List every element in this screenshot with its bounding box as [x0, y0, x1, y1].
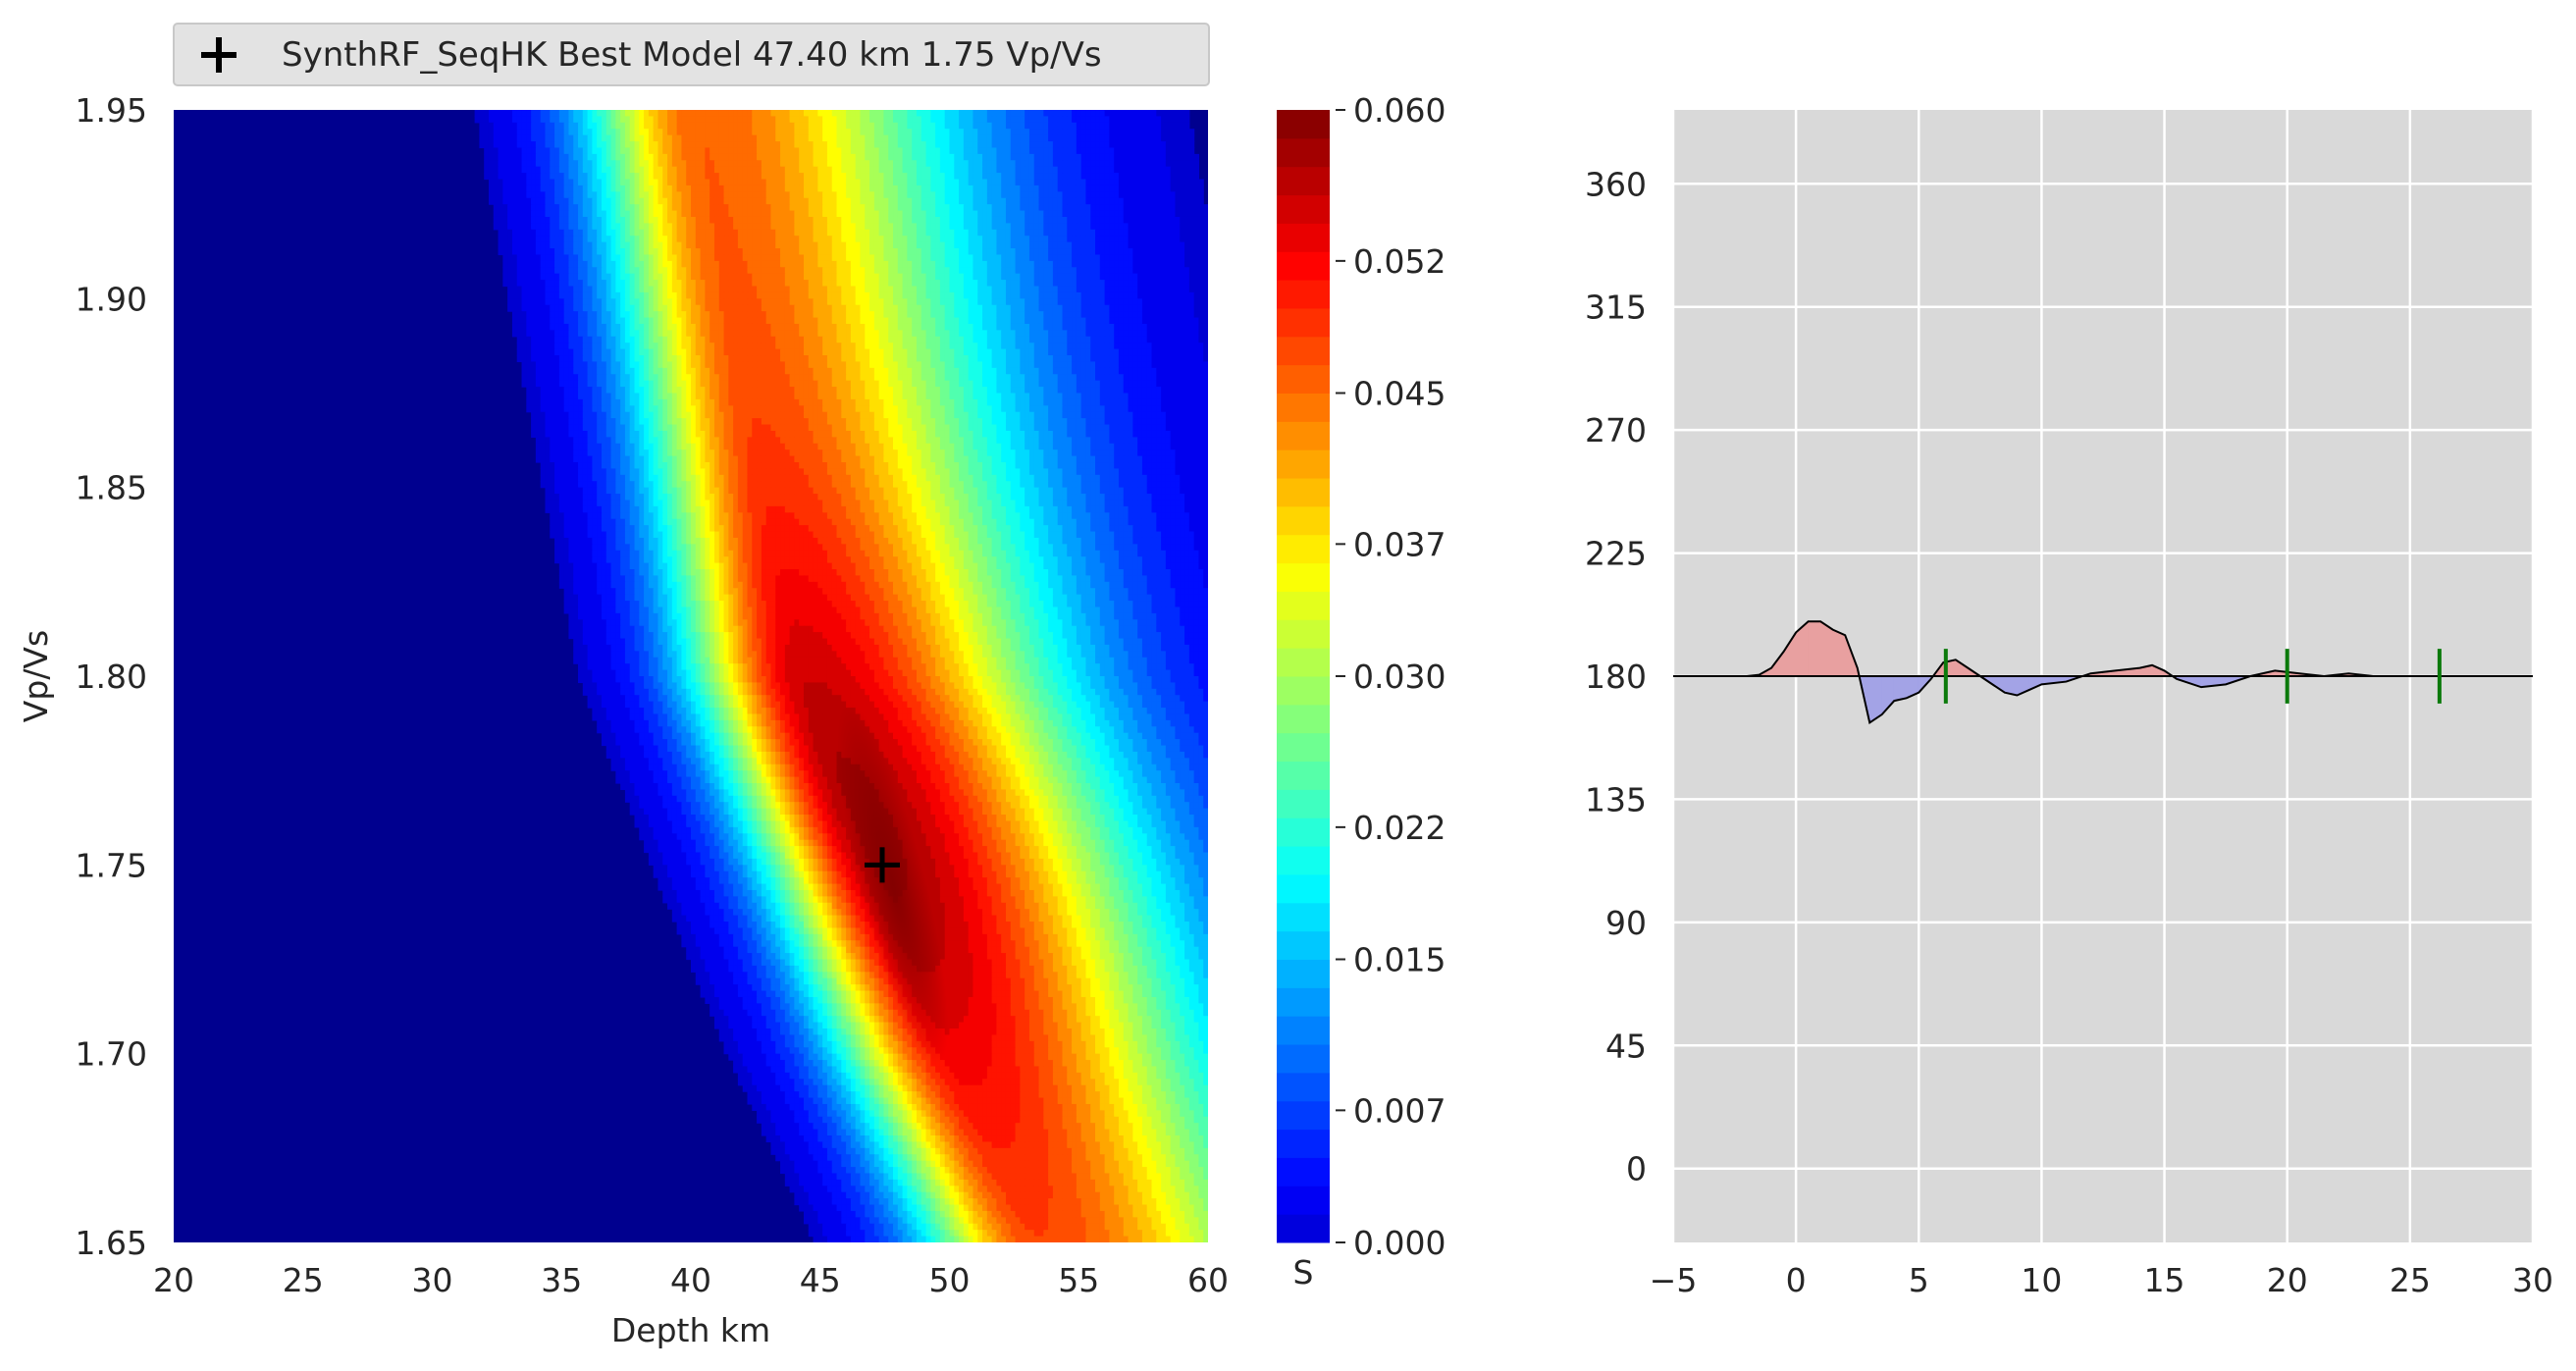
trace-y-ticks: 0 45 90 135 180 225 270 315 360 — [1585, 165, 1647, 1187]
heatmap-y-tick: 1.70 — [76, 1035, 147, 1074]
trace-line — [1673, 620, 2533, 725]
trace-x-ticks: −5 0 5 10 15 20 25 30 — [1650, 1261, 2553, 1299]
colorbar-tick: 0.052 — [1353, 242, 1446, 281]
heatmap-y-tick: 1.95 — [76, 91, 147, 130]
trace-y-tick: 135 — [1585, 780, 1647, 818]
heatmap-x-tick: 35 — [541, 1261, 582, 1299]
trace-y-tick: 45 — [1605, 1027, 1647, 1065]
trace-y-tick: 0 — [1626, 1150, 1647, 1188]
colorbar-tick: 0.060 — [1353, 91, 1446, 130]
colorbar-tick: 0.007 — [1353, 1091, 1446, 1130]
colorbar-tick: 0.045 — [1353, 375, 1446, 413]
heatmap-y-tick: 1.90 — [76, 280, 147, 318]
legend-plus-marker — [201, 37, 237, 73]
heatmap-panel: 20 25 30 35 40 45 50 55 60 1.651.701.751.801.851… — [17, 91, 1229, 1349]
best-model-marker — [864, 847, 900, 883]
heatmap-x-tick: 60 — [1187, 1261, 1229, 1299]
trace-x-tick: 15 — [2144, 1261, 2185, 1299]
trace-y-tick: 270 — [1585, 411, 1647, 449]
trace-x-tick: 20 — [2267, 1261, 2308, 1299]
phase-markers — [1943, 649, 2442, 704]
heatmap-x-tick: 45 — [800, 1261, 841, 1299]
trace-fill-segment — [1893, 675, 1908, 702]
heatmap-x-tick: 55 — [1058, 1261, 1099, 1299]
colorbar-tick: 0.022 — [1353, 809, 1446, 847]
colorbar: 0.000 0.007 0.015 0.022 0.030 0.037 0.045 0.052… — [1277, 91, 1446, 1292]
heatmap-x-tick: 20 — [153, 1261, 194, 1299]
heatmap-y-tick: 1.65 — [76, 1224, 147, 1262]
trace-y-tick: 360 — [1585, 165, 1647, 203]
heatmap-x-tick: 50 — [929, 1261, 971, 1299]
colorbar-label: S — [1293, 1253, 1314, 1292]
trace-panel: −5 0 5 10 15 20 25 30 0 45 90 135 180 225 270 315 360 — [1585, 110, 2553, 1299]
heatmap-x-axis-label: Depth km — [611, 1311, 770, 1349]
trace-fill-segment — [1819, 620, 1833, 677]
trace-y-tick: 225 — [1585, 535, 1647, 573]
colorbar-tick: 0.037 — [1353, 525, 1446, 563]
trace-fill-segment — [1832, 629, 1846, 677]
heatmap-x-tick: 30 — [412, 1261, 453, 1299]
trace-x-tick: 30 — [2512, 1261, 2553, 1299]
colorbar-ticks: 0.000 0.007 0.015 0.022 0.030 0.037 0.045 0.052… — [1336, 91, 1446, 1262]
heatmap-y-axis-label: Vp/Vs — [17, 630, 55, 722]
colorbar-tick: 0.030 — [1353, 658, 1446, 696]
trace-y-tick: 90 — [1605, 904, 1647, 942]
heatmap-y-tick: 1.80 — [76, 658, 147, 696]
heatmap-y-ticks: 1.65 1.70 1.75 1.80 1.85 1.90 1.95 — [76, 91, 147, 1262]
trace-fill-segment — [1808, 620, 1821, 677]
heatmap-y-tick: 1.85 — [76, 469, 147, 507]
heatmap-x-tick: 25 — [283, 1261, 324, 1299]
legend-label: SynthRF_SeqHK Best Model 47.40 km 1.75 V… — [282, 35, 1102, 75]
heatmap-field — [174, 110, 1208, 1242]
legend: SynthRF_SeqHK Best Model 47.40 km 1.75 V… — [173, 23, 1210, 86]
trace-y-tick: 180 — [1585, 658, 1647, 696]
trace-x-tick: 10 — [2021, 1261, 2062, 1299]
trace-x-tick: 25 — [2390, 1261, 2431, 1299]
heatmap-y-tick: 1.75 — [76, 846, 147, 884]
heatmap-x-ticks: 20 25 30 35 40 45 50 55 60 — [153, 1261, 1229, 1299]
colorbar-bands — [1277, 110, 1330, 1243]
trace-x-tick: −5 — [1650, 1261, 1698, 1299]
colorbar-tick: 0.015 — [1353, 941, 1446, 979]
legend-box — [173, 23, 1210, 86]
trace-x-tick: 5 — [1909, 1261, 1929, 1299]
colorbar-tick: 0.000 — [1353, 1224, 1446, 1262]
trace-x-tick: 0 — [1786, 1261, 1807, 1299]
heatmap-x-tick: 40 — [670, 1261, 711, 1299]
trace-y-tick: 315 — [1585, 289, 1647, 327]
